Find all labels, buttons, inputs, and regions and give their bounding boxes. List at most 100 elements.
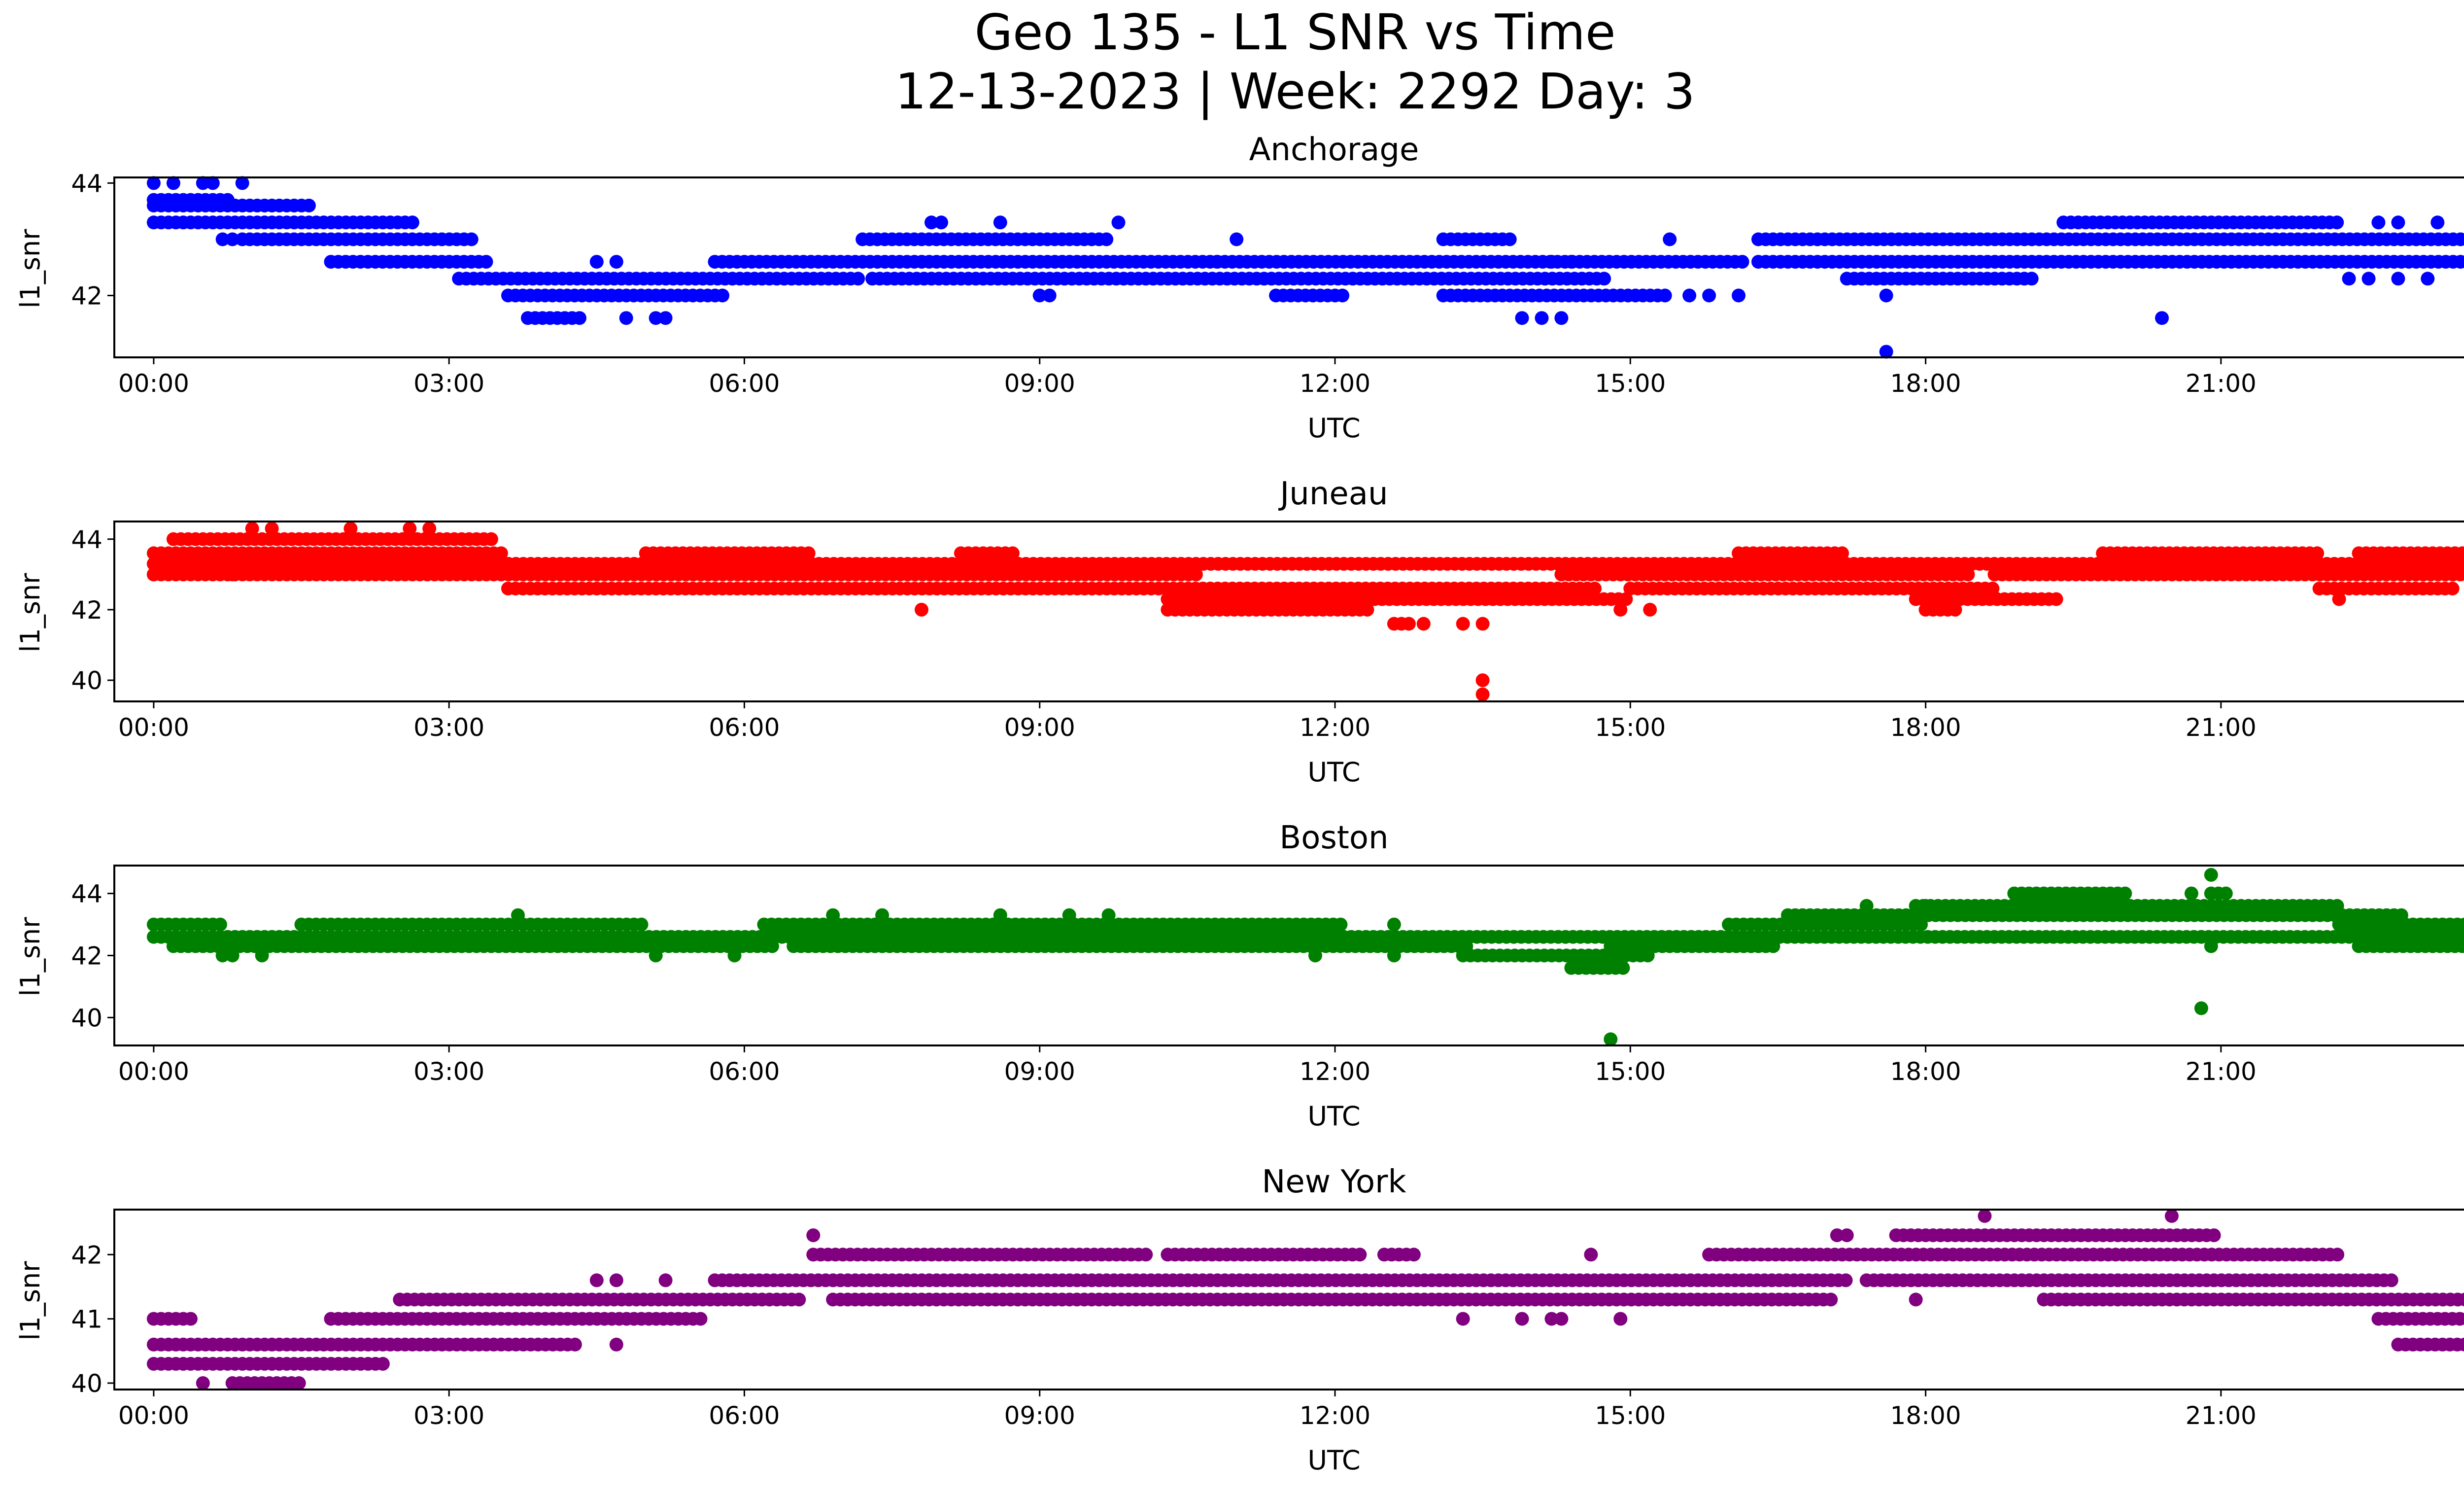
data-point	[1839, 1273, 1853, 1287]
data-point	[1643, 602, 1657, 617]
data-point	[2204, 868, 2218, 882]
data-point	[146, 176, 161, 190]
data-point	[1387, 917, 1401, 932]
data-point	[1360, 602, 1374, 617]
data-point	[292, 1376, 306, 1390]
data-point	[1554, 1312, 1569, 1326]
data-point	[693, 1312, 708, 1326]
data-point	[225, 948, 240, 963]
x-tick-label: 15:00	[1595, 369, 1666, 398]
data-point	[2219, 886, 2233, 901]
subplot-title: Boston	[1279, 820, 1388, 856]
data-point	[225, 232, 240, 246]
data-point	[2455, 939, 2464, 953]
y-tick-label: 40	[71, 1004, 103, 1032]
data-point	[1663, 232, 1677, 246]
x-tick-label: 21:00	[2186, 1057, 2257, 1086]
data-point	[1334, 917, 1348, 932]
data-point	[1918, 899, 1933, 913]
data-point	[1335, 288, 1350, 303]
y-axis-label: l1_snr	[15, 1261, 46, 1341]
data-point	[183, 1312, 198, 1326]
data-point	[215, 948, 230, 963]
x-tick-label: 06:00	[709, 1401, 780, 1430]
data-point	[1641, 948, 1655, 963]
data-point	[1503, 232, 1517, 246]
y-tick-label: 41	[71, 1305, 103, 1334]
data-point	[2445, 582, 2460, 595]
data-point	[2458, 1292, 2464, 1307]
data-point	[2463, 549, 2464, 557]
data-point	[1948, 602, 1962, 617]
data-point	[2454, 255, 2464, 269]
data-point	[1353, 1248, 1367, 1262]
data-point	[2204, 939, 2218, 953]
data-point	[2194, 1001, 2208, 1015]
data-point	[1005, 546, 1020, 560]
data-point	[658, 1273, 673, 1287]
data-point	[806, 1228, 821, 1243]
data-point	[1597, 272, 1611, 286]
y-tick-label: 44	[71, 525, 103, 554]
data-point	[1766, 939, 1780, 953]
data-point	[1111, 215, 1126, 230]
data-point	[1554, 311, 1569, 325]
data-point	[196, 1376, 210, 1390]
data-point	[2455, 546, 2464, 560]
data-point	[993, 215, 1007, 230]
data-point	[1544, 1312, 1559, 1326]
data-point	[479, 255, 493, 269]
axis-ticks: 00:00 03:00 06:00 09:00 12:00 15:00 18:00 21:00…	[71, 1241, 2256, 1430]
data-point	[302, 199, 316, 212]
y-tick-label: 42	[71, 596, 103, 625]
y-axis-label: l1_snr	[15, 573, 46, 653]
data-point	[634, 917, 649, 932]
data-point	[376, 1356, 390, 1371]
y-tick-label: 42	[71, 1241, 103, 1269]
y-tick-label: 42	[71, 282, 103, 311]
data-point	[1544, 255, 1559, 269]
data-point	[1619, 592, 1633, 606]
data-point	[2421, 272, 2435, 286]
data-point	[225, 567, 240, 582]
data-point	[2461, 568, 2464, 581]
data-point	[2184, 886, 2198, 901]
x-tick-label: 06:00	[709, 369, 780, 398]
data-point	[2391, 215, 2405, 230]
data-point	[405, 215, 419, 230]
data-point	[851, 272, 865, 286]
data-point	[2024, 272, 2039, 286]
data-point	[1475, 687, 1490, 701]
y-tick-label: 44	[71, 880, 103, 908]
axis-ticks: 00:00 03:00 06:00 09:00 12:00 15:00 18:00 21:00…	[71, 880, 2257, 1086]
data-point	[727, 948, 742, 963]
x-tick-label: 12:00	[1300, 369, 1370, 398]
data-point	[196, 176, 210, 190]
y-axis-label: l1_snr	[15, 229, 46, 309]
x-tick-label: 03:00	[413, 1401, 484, 1430]
data-point	[609, 255, 623, 269]
y-tick-label: 42	[71, 942, 103, 971]
data-point	[649, 311, 663, 325]
data-point	[2391, 272, 2405, 286]
x-tick-label: 18:00	[1890, 1401, 1961, 1430]
data-point	[1588, 582, 1602, 595]
data-point	[1978, 1209, 1992, 1223]
data-points	[146, 522, 2464, 701]
data-point	[1406, 1248, 1421, 1262]
data-point	[1584, 1248, 1598, 1262]
data-point	[568, 1337, 582, 1352]
data-point	[1564, 255, 1578, 269]
data-point	[2371, 215, 2386, 230]
data-point	[1879, 345, 1893, 359]
subplot-boston: Boston 00:00 03:00 06:00 09:00 12:00 15:00 18:…	[15, 820, 2464, 1132]
axis-ticks: 00:00 03:00 06:00 09:00 12:00 15:00 18:00 21:00…	[71, 169, 2256, 398]
data-point	[765, 939, 779, 953]
data-point	[2461, 234, 2464, 245]
data-point	[573, 311, 586, 325]
data-point	[1402, 617, 1416, 631]
data-point	[2461, 256, 2464, 268]
data-point	[2458, 917, 2464, 932]
data-point	[2384, 1273, 2398, 1287]
